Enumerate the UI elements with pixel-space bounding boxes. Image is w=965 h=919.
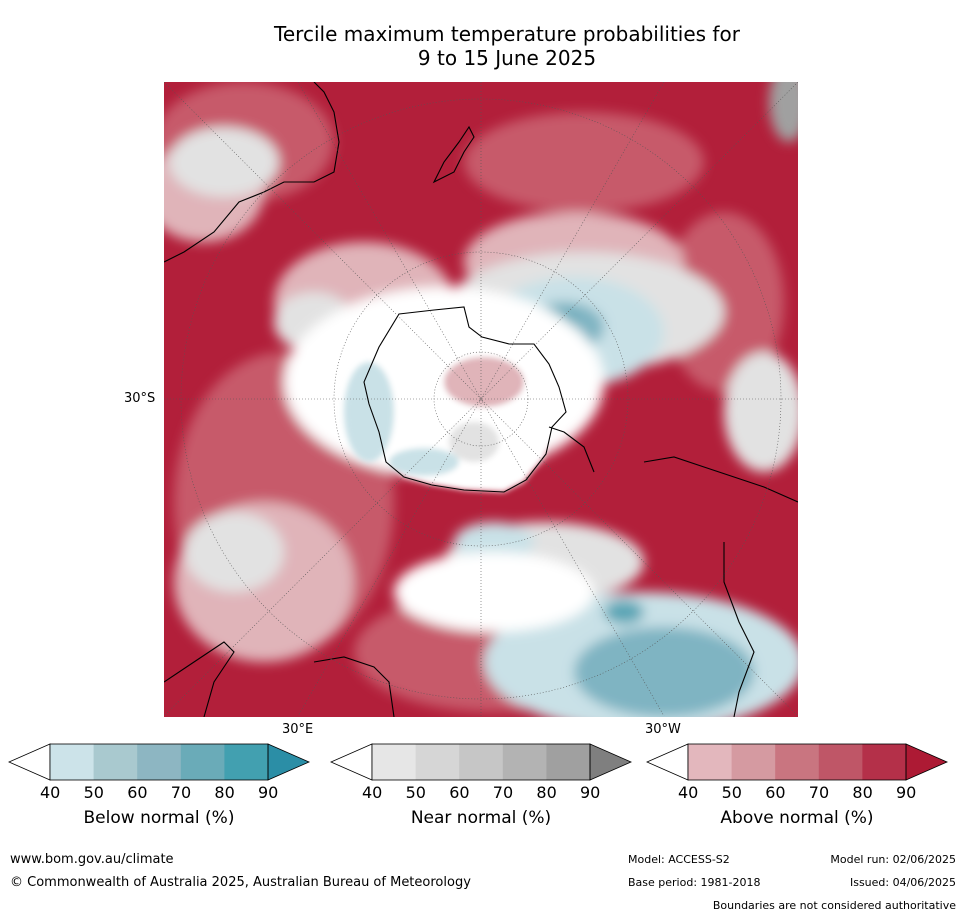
colorbar-tick-label: 80 [214,783,235,802]
colorbar-segment [50,744,95,780]
new-zealand-coastline [432,125,475,184]
issued-text: Issued: 04/06/2025 [849,876,956,889]
colorbar-near-ticks: 40 50 60 70 80 90 [330,783,632,803]
map-svg [164,82,798,717]
colorbar-segment [502,744,547,780]
graticule [164,82,798,717]
colorbar-tick-label: 40 [40,783,61,802]
antarctica-below-patch [344,362,394,462]
colorbar-tick-label: 60 [449,783,470,802]
latitude-circle [333,251,629,547]
probability-map [164,82,798,717]
colorbar-segment [775,744,820,780]
copyright-text: © Commonwealth of Australia 2025, Austra… [10,875,471,890]
colorbar-tick-label: 70 [808,783,830,802]
meridian-line [297,82,665,717]
colorbar-tick-label: 50 [83,783,104,802]
near-normal-dark-patch [769,82,798,142]
colorbar-segment [818,744,863,780]
colorbar-segment [372,744,417,780]
base-period-text: Base period: 1981-2018 [628,876,761,889]
colorbar-segment [137,744,182,780]
colorbar-frame [371,743,591,781]
colorbar-extend-low [330,743,373,781]
colorbar-segment [415,744,460,780]
below-light-patch [454,522,534,562]
colorbar-tick-label: 50 [721,783,742,802]
colorbar-tick-label: 50 [405,783,426,802]
colorbar-above-title: Above normal (%) [720,808,874,828]
model-text: Model: ACCESS-S2 [628,853,730,866]
longitude-label-east: 30°E [282,722,314,737]
colorbar-extend-low [646,743,689,781]
latitude-circle [180,98,782,700]
colorbar-tick-label: 80 [852,783,873,802]
colorbar-segment [731,744,776,780]
near-normal-patch [184,512,284,592]
antarctica-below-patch [389,448,459,476]
map-title: Tercile maximum temperature probabilitie… [164,22,850,70]
colorbar-frame [687,743,907,781]
colorbar-segment [688,744,733,780]
title-line-1: Tercile maximum temperature probabilitie… [274,22,740,46]
model-run-text: Model run: 02/06/2025 [830,853,956,866]
colorbar-segment [459,744,504,780]
colorbar-below-title: Below normal (%) [83,808,235,828]
colorbar-tick-label: 90 [580,783,601,802]
australia-coastline [164,82,340,263]
near-normal-patch [724,352,798,472]
antarctica-coastline [363,306,567,493]
colorbar-near-title: Near normal (%) [410,808,552,828]
neutral-white-region [394,552,594,632]
colorbar-extend-high [905,743,948,781]
colorbar-extend-high [589,743,632,781]
colorbar-tick-label: 90 [258,783,279,802]
colorbar-tick-label: 90 [896,783,917,802]
colorbar-tick-label: 70 [492,783,514,802]
disclaimer-text: Boundaries are not considered authoritat… [712,899,956,912]
colorbar-segment [862,744,907,780]
africa-coastline [164,641,395,717]
colorbar-below-normal [8,743,310,781]
antarctica-above-patch [444,357,524,407]
colorbar-segment [546,744,591,780]
below-dark-patch [604,600,644,624]
colorbar-segment [93,744,138,780]
latitude-label: 30°S [124,391,156,406]
south-america-coastline [643,456,798,717]
colorbar-extend-high [267,743,310,781]
antarctica-near-patch [449,422,499,462]
website-text: www.bom.gov.au/climate [10,852,174,867]
longitude-label-west: 30°W [645,722,681,737]
above-mid-patch [464,112,704,212]
colorbar-segment [180,744,225,780]
colorbar-above-ticks: 40 50 60 70 80 90 [646,783,948,803]
colorbar-tick-label: 70 [170,783,192,802]
colorbar-tick-label: 60 [127,783,148,802]
colorbar-tick-label: 80 [536,783,557,802]
colorbar-frame [49,743,269,781]
meridian-line [164,82,798,717]
colorbar-segment [224,744,269,780]
colorbar-above-normal [646,743,948,781]
meridian-line [164,82,798,717]
colorbar-near-normal [330,743,632,781]
near-normal-patch [169,127,279,197]
colorbar-extend-low [8,743,51,781]
below-mid-patch [574,627,754,717]
colorbar-tick-label: 60 [765,783,786,802]
coastlines [164,82,798,717]
antarctic-peninsula-coastline [548,426,595,473]
colorbar-tick-label: 40 [362,783,383,802]
title-line-2: 9 to 15 June 2025 [417,46,597,70]
colorbar-tick-label: 40 [678,783,699,802]
colorbar-below-ticks: 40 50 60 70 80 90 [8,783,310,803]
